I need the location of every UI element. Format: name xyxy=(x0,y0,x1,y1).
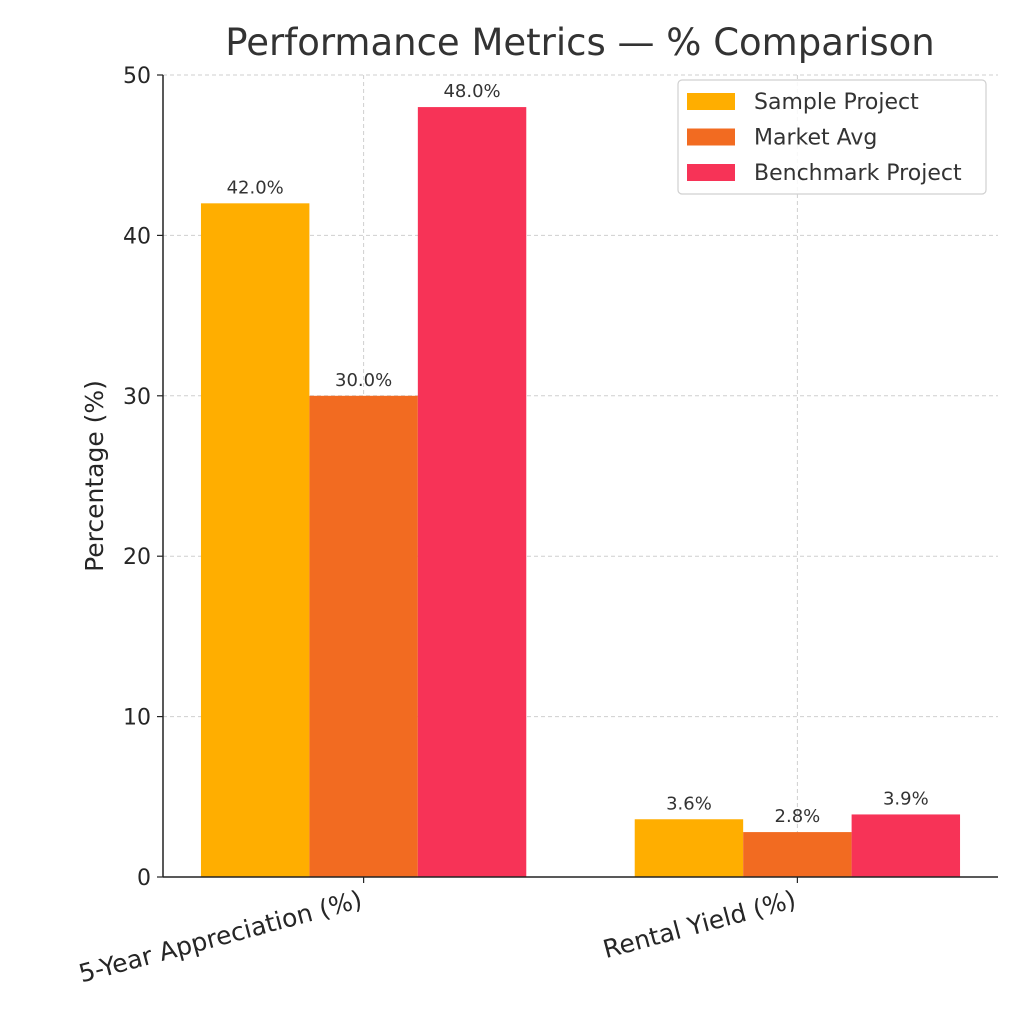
bar xyxy=(309,395,418,877)
data-label: 2.8% xyxy=(775,806,821,827)
bar xyxy=(743,832,852,877)
x-tick-label: 5-Year Appreciation (%) xyxy=(76,885,365,989)
bar xyxy=(634,819,744,877)
legend-label: Sample Project xyxy=(754,90,919,115)
y-tick-label: 0 xyxy=(137,866,151,891)
legend-swatch xyxy=(687,93,735,110)
y-tick-label: 40 xyxy=(123,224,151,249)
bar xyxy=(851,814,961,877)
data-label: 30.0% xyxy=(335,370,392,391)
legend-box xyxy=(677,79,987,195)
legend-label: Benchmark Project xyxy=(754,161,962,186)
data-label: 3.6% xyxy=(666,793,712,814)
legend-swatch xyxy=(687,128,735,146)
bar xyxy=(417,107,527,877)
bar xyxy=(200,203,310,877)
data-label: 42.0% xyxy=(227,177,284,198)
legend-swatch xyxy=(687,164,735,181)
chart-title: Performance Metrics — % Comparison xyxy=(225,21,935,64)
data-label: 3.9% xyxy=(883,788,929,809)
legend-label: Market Avg xyxy=(754,126,877,151)
y-tick-label: 50 xyxy=(123,64,151,89)
y-axis-label: Percentage (%) xyxy=(80,380,109,572)
x-tick-label: Rental Yield (%) xyxy=(600,885,799,964)
y-tick-label: 20 xyxy=(123,545,151,570)
y-tick-label: 30 xyxy=(123,385,151,410)
y-tick-label: 10 xyxy=(123,706,151,731)
data-label: 48.0% xyxy=(443,81,500,102)
